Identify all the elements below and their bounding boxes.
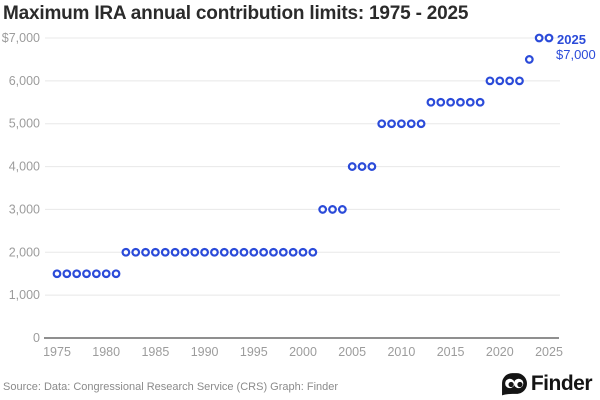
- data-point-1984: [141, 247, 150, 257]
- footer: Source: Data: Congressional Research Ser…: [0, 366, 600, 400]
- data-point-2025: [544, 33, 554, 43]
- data-point-1989: [190, 247, 200, 257]
- data-point-1985: [150, 247, 160, 257]
- data-point-1998: [278, 247, 288, 257]
- data-point-2009: [387, 119, 396, 129]
- data-point-1997: [269, 247, 278, 257]
- data-point-1978: [82, 269, 91, 279]
- data-point-1976: [62, 269, 72, 279]
- y-tick-label-0: 0: [33, 331, 40, 345]
- data-point-2003: [328, 205, 337, 214]
- chart-title: Maximum IRA annual contribution limits: …: [3, 3, 469, 24]
- data-point-1982: [121, 247, 131, 257]
- x-tick-label-2010: 2010: [387, 345, 415, 359]
- y-tick-label-3000: 3,000: [9, 202, 40, 216]
- data-point-1999: [288, 247, 298, 257]
- data-point-1975: [52, 269, 62, 279]
- x-tick-label-1990: 1990: [191, 345, 219, 359]
- data-point-2016: [456, 97, 465, 107]
- data-point-2007: [367, 162, 377, 171]
- finder-eyes-icon: [501, 372, 527, 395]
- x-tick-label-2025: 2025: [535, 345, 563, 359]
- data-point-1988: [180, 247, 190, 257]
- data-point-2022: [515, 76, 524, 86]
- annotation-year: 2025: [557, 32, 586, 47]
- data-point-1980: [101, 269, 111, 279]
- data-point-2018: [475, 97, 485, 107]
- data-point-2015: [446, 97, 456, 107]
- data-point-1986: [160, 247, 170, 257]
- y-tick-label-1000: 1,000: [9, 288, 40, 302]
- data-point-1991: [210, 247, 219, 257]
- data-point-2023: [524, 55, 534, 64]
- y-tick-label-2000: 2,000: [9, 245, 40, 259]
- data-point-1996: [259, 247, 269, 257]
- data-point-2005: [347, 162, 357, 171]
- data-point-2008: [377, 119, 387, 129]
- data-point-2021: [505, 76, 515, 86]
- data-point-1987: [170, 247, 180, 257]
- x-tick-label-2015: 2015: [437, 345, 465, 359]
- data-point-1995: [249, 247, 259, 257]
- data-point-2024: [534, 33, 544, 43]
- data-point-1983: [131, 247, 141, 257]
- data-point-2004: [337, 205, 347, 214]
- data-point-2000: [298, 247, 308, 257]
- data-point-1979: [91, 269, 101, 279]
- y-tick-label-4000: 4,000: [9, 160, 40, 174]
- finder-wordmark: Finder: [530, 372, 593, 395]
- data-point-2013: [426, 97, 436, 107]
- data-point-2001: [308, 247, 318, 257]
- data-point-1977: [72, 269, 82, 279]
- data-point-2020: [495, 76, 505, 86]
- data-point-1981: [111, 269, 121, 279]
- ira-limits-scatter-chart: $7,000 6,000 5,000 4,000 3,000 2,000 1,000 0197…: [2, 31, 596, 359]
- data-point-2014: [436, 97, 446, 107]
- data-point-2002: [318, 205, 328, 214]
- data-point-1990: [200, 247, 210, 257]
- x-tick-label-1995: 1995: [240, 345, 268, 359]
- data-point-2010: [397, 119, 406, 129]
- data-point-2006: [357, 162, 367, 171]
- annotation-value: $7,000: [556, 47, 596, 62]
- x-tick-label-2005: 2005: [338, 345, 366, 359]
- y-tick-label-7000: $7,000: [2, 31, 40, 45]
- x-tick-label-1985: 1985: [141, 345, 169, 359]
- y-tick-label-5000: 5,000: [9, 117, 40, 131]
- x-tick-label-2000: 2000: [289, 345, 317, 359]
- data-point-2011: [406, 119, 416, 129]
- data-point-1994: [239, 247, 249, 257]
- x-tick-label-1975: 1975: [43, 345, 71, 359]
- source-attribution: Source: Data: Congressional Research Ser…: [3, 381, 339, 393]
- data-point-1993: [229, 247, 239, 257]
- finder-brand: Finder: [501, 372, 593, 396]
- y-tick-label-6000: 6,000: [9, 74, 40, 88]
- x-tick-label-1980: 1980: [92, 345, 120, 359]
- data-point-2019: [485, 76, 495, 86]
- data-point-2012: [416, 119, 426, 129]
- x-tick-label-2020: 2020: [486, 345, 514, 359]
- data-point-1992: [219, 247, 229, 257]
- data-point-2017: [465, 97, 475, 107]
